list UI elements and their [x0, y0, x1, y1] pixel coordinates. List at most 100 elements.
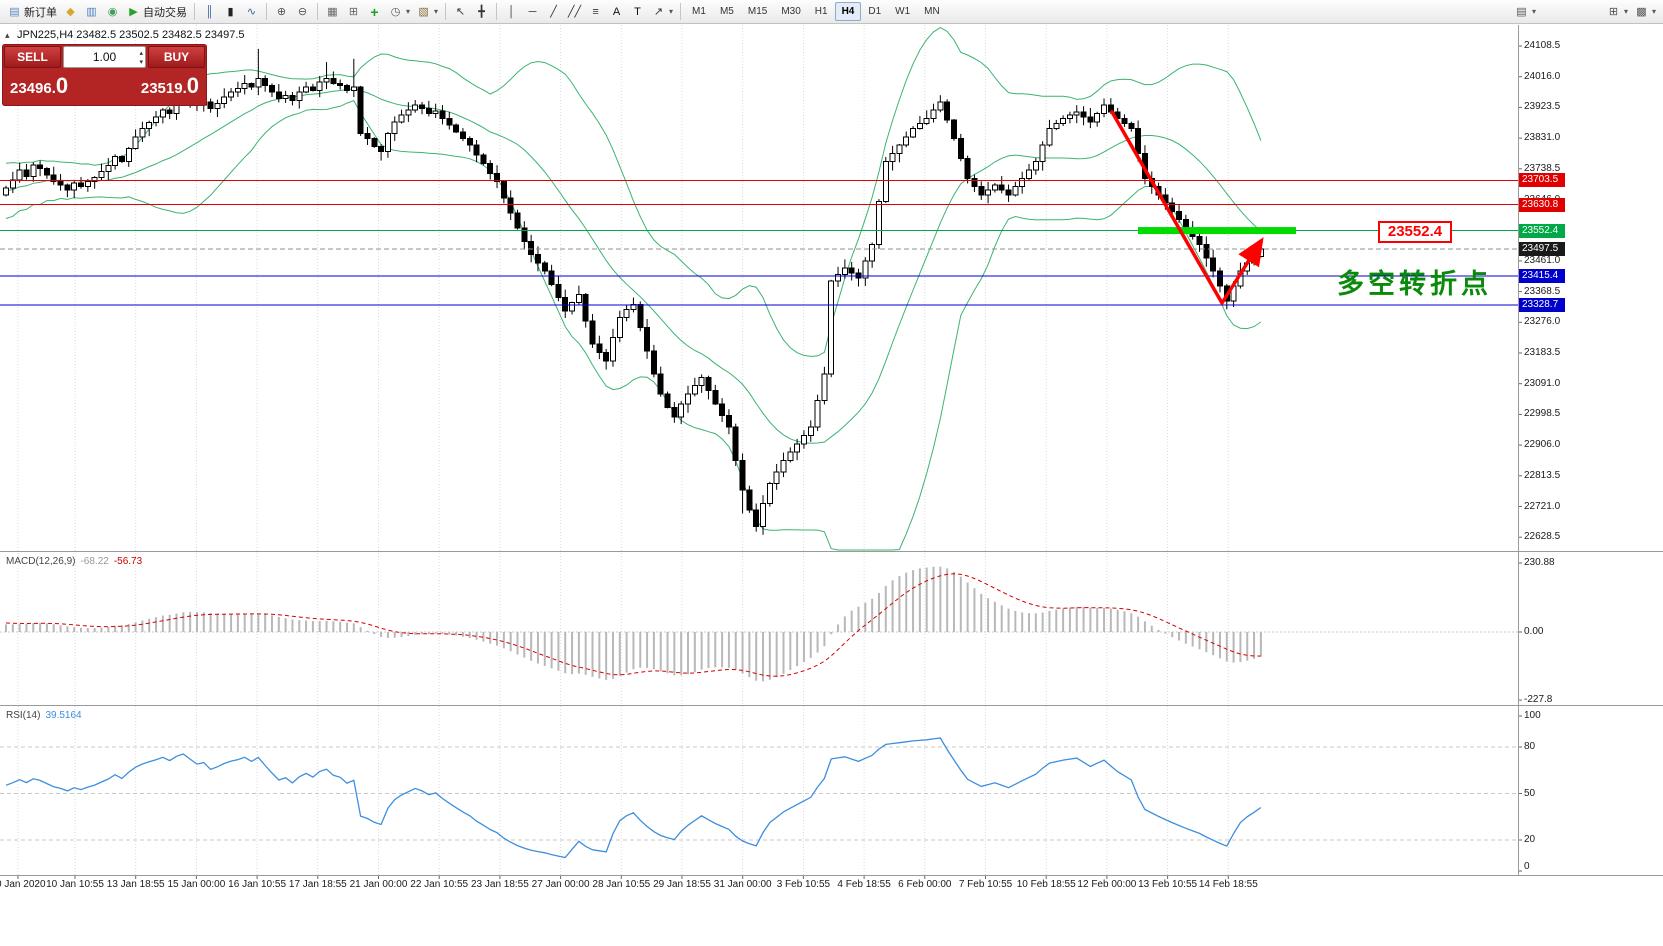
candle-body [780, 459, 787, 473]
text-label-button[interactable]: T [627, 2, 648, 22]
periods-button[interactable]: ◷ ▾ [385, 2, 413, 22]
timeframe-h1-button[interactable]: H1 [814, 6, 828, 17]
fibonacci-button[interactable]: ≡ [585, 2, 606, 22]
tile-windows-icon: ▦ [327, 5, 338, 18]
candle-body [439, 110, 446, 120]
bollinger-middle-band [5, 88, 1262, 444]
candle-body [937, 101, 944, 111]
candle-body [43, 167, 50, 176]
timeframe-m15-button[interactable]: M15 [747, 6, 768, 17]
rsi-panel-area[interactable] [0, 707, 1518, 875]
candle-body [364, 132, 371, 139]
macd-panel-area[interactable] [0, 553, 1518, 705]
strategy-tester-button[interactable]: ◉ [102, 2, 123, 22]
indicators-button[interactable]: + [364, 2, 385, 22]
candle-body [398, 114, 405, 123]
print-icon: ▤ [1516, 5, 1527, 18]
line-chart-button[interactable]: ∿ [241, 2, 262, 22]
candle-body [57, 181, 64, 186]
vertical-line-button[interactable]: │ [501, 2, 522, 22]
terminal-button[interactable]: ▥ [81, 2, 102, 22]
horizontal-line-button[interactable]: ─ [522, 2, 543, 22]
candle-body [1094, 113, 1101, 123]
candle-body [603, 352, 610, 362]
arrows-icon: ↗ [653, 5, 664, 18]
candle-body [855, 272, 862, 279]
new-chart-button[interactable]: ⊞ ▾ [1603, 2, 1631, 22]
candle-body [1066, 114, 1073, 120]
candle-body [419, 104, 426, 110]
candle-body [589, 320, 596, 345]
toolbar-separator [266, 3, 267, 20]
channel-button[interactable]: ╱╱ [564, 2, 585, 22]
new-order-button[interactable]: ▤ 新订单 [4, 2, 60, 22]
arrows-button[interactable]: ↗ ▾ [648, 2, 676, 22]
candle-body [991, 184, 998, 191]
candle-body [112, 156, 119, 167]
toolbar-group-chart-type: ║ ▮ ∿ [199, 2, 262, 22]
zoom-in-button[interactable]: ⊕ [271, 2, 292, 22]
chart-settings-button[interactable]: ▩ ▾ [1631, 2, 1659, 22]
time-axis[interactable] [0, 876, 1518, 892]
candle-body [64, 184, 71, 191]
cursor-button[interactable]: ↖ [450, 2, 471, 22]
candle-body [760, 503, 767, 528]
timeframe-m1-button[interactable]: M1 [692, 6, 706, 17]
bars-chart-button[interactable]: ║ [199, 2, 220, 22]
timeframe-w1-button[interactable]: W1 [895, 6, 911, 17]
candle-body [950, 119, 957, 139]
main-chart-area[interactable] [0, 25, 1518, 551]
candlestick-chart-icon: ▮ [227, 5, 234, 18]
price-axis[interactable] [1518, 25, 1578, 875]
candle-body [241, 83, 248, 90]
auto-arrange-button[interactable]: ⊞ [343, 2, 364, 22]
candle-body [1101, 104, 1108, 115]
candle-body [719, 403, 726, 417]
candle-body [807, 426, 814, 436]
candle-body [548, 270, 555, 285]
timeframe-h4-button[interactable]: H4 [834, 2, 862, 21]
print-button[interactable]: ▤ ▾ [1511, 2, 1539, 22]
metaeditor-button[interactable]: ◆ [60, 2, 81, 22]
timeframe-mn-button[interactable]: MN [924, 6, 940, 17]
candle-body [507, 197, 514, 214]
dropdown-arrow-icon: ▾ [1623, 7, 1628, 16]
candle-body [391, 121, 398, 134]
candle-body [84, 181, 91, 188]
dropdown-arrow-icon: ▾ [669, 7, 674, 16]
highlight-level-bar[interactable] [1138, 227, 1296, 235]
candle-body [889, 152, 896, 163]
candle-body [1203, 244, 1210, 259]
zoom-out-button[interactable]: ⊖ [292, 2, 313, 22]
timeframe-d1-button[interactable]: D1 [868, 6, 882, 17]
candle-body [132, 136, 139, 149]
candle-body [303, 86, 310, 93]
candle-body [896, 144, 903, 154]
candle-body [753, 509, 760, 528]
timeframe-m30-button[interactable]: M30 [781, 6, 801, 17]
text-button[interactable]: A [606, 2, 627, 22]
timeframe-m5-button[interactable]: M5 [719, 6, 734, 17]
templates-button[interactable]: ▧ ▾ [413, 2, 441, 22]
tile-windows-button[interactable]: ▦ [322, 2, 343, 22]
crosshair-icon: ╋ [478, 5, 485, 18]
candle-body [425, 108, 432, 115]
candle-body [841, 267, 848, 276]
candle-body [344, 84, 350, 91]
autotrading-button[interactable]: ▶ 自动交易 [123, 2, 190, 22]
candle-body [139, 127, 146, 138]
candle-body [71, 182, 78, 191]
candle-body [766, 483, 773, 505]
trendline-button[interactable]: ╱ [543, 2, 564, 22]
crosshair-button[interactable]: ╋ [471, 2, 492, 22]
trend-arrow[interactable] [1110, 110, 1264, 305]
candle-body [159, 109, 166, 118]
candle-body [384, 132, 391, 153]
candle-body [405, 109, 412, 116]
periods-clock-icon: ◷ [390, 5, 401, 18]
vertical-line-icon: │ [508, 5, 515, 18]
horizontal-line-icon: ─ [528, 5, 537, 18]
candle-body [378, 146, 385, 153]
candlestick-chart-button[interactable]: ▮ [220, 2, 241, 22]
rsi-line [5, 737, 1262, 859]
